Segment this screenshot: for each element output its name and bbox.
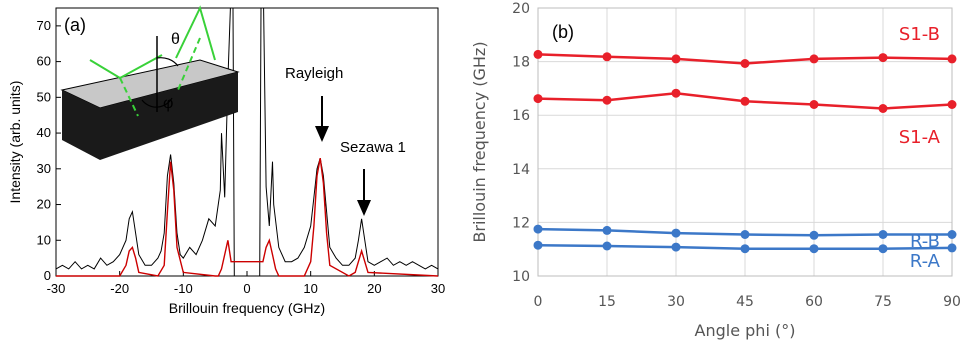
y-tick-label-b: 14	[512, 162, 530, 178]
data-point-s1-a	[809, 100, 819, 109]
y-tick-label-b: 16	[512, 108, 530, 124]
data-point-s1-b	[947, 54, 957, 64]
x-tick-label-a: 0	[243, 281, 250, 296]
phi-arc	[141, 97, 173, 108]
data-point-s1-b	[602, 52, 612, 62]
data-point-r-b	[740, 230, 750, 239]
data-point-s1-a	[947, 100, 957, 109]
y-tick-label-a: 20	[37, 197, 51, 212]
series-label-r-b: R-B	[910, 231, 940, 252]
x-tick-label-a: 10	[303, 281, 317, 296]
data-point-r-a	[533, 240, 543, 250]
annotation-sezawa-1: Sezawa 1	[340, 139, 406, 156]
data-point-s1-b	[809, 54, 819, 64]
panel-b-label: (b)	[552, 22, 574, 42]
y-tick-label-a: 50	[37, 89, 51, 104]
data-point-r-a	[809, 244, 819, 254]
sample-block-front	[62, 90, 100, 160]
data-point-r-a	[671, 242, 681, 252]
arrow-sezawa-head	[357, 200, 371, 216]
panel-a-label: (a)	[64, 15, 86, 35]
x-axis-label-b: Angle phi (°)	[695, 321, 796, 340]
data-point-r-b	[671, 228, 681, 238]
y-tick-label-b: 12	[512, 215, 530, 231]
x-tick-label-a: -20	[110, 281, 129, 296]
data-point-s1-a	[533, 94, 543, 104]
theta-arc	[156, 57, 179, 67]
panel-a: -30 -20 -10 0 10 20 30 0 10 20 30 40 50 60 70 θ φ Rayl…	[7, 5, 445, 316]
y-tick-label-b: 18	[512, 55, 530, 71]
phi-label: φ	[163, 95, 173, 112]
arrow-rayleigh-head	[315, 126, 329, 142]
y-tick-label-a: 60	[37, 54, 51, 69]
y-tick-label-b: 20	[512, 1, 530, 17]
x-tick-label-b: 15	[598, 294, 616, 310]
data-point-s1-a	[740, 96, 750, 106]
x-tick-label-a: 30	[431, 281, 445, 296]
x-tick-label-b: 0	[534, 294, 543, 310]
y-tick-label-a: 0	[44, 268, 51, 283]
y-axis-label-b: Brillouin frequency (GHz)	[470, 41, 489, 242]
series-label-s1-b: S1-B	[899, 24, 940, 45]
data-point-r-a	[602, 241, 612, 251]
data-point-r-a	[947, 243, 957, 253]
series-label-s1-a: S1-A	[899, 127, 941, 148]
x-tick-label-b: 60	[805, 294, 823, 310]
panel-a-label-bg	[62, 11, 100, 35]
data-point-s1-a	[671, 88, 681, 98]
y-tick-label-a: 40	[37, 125, 51, 140]
data-point-r-b	[878, 230, 888, 239]
data-point-s1-b	[740, 59, 750, 68]
panel-b: 0 15 30 45 60 75 90 10 12 14 16 18 20 S1-B S1-A R-BR-A…	[470, 1, 961, 340]
x-tick-label-b: 45	[736, 294, 754, 310]
projected-beam-left	[119, 77, 139, 117]
y-axis-label-a: Intensity (arb. units)	[7, 81, 23, 204]
data-point-r-b	[602, 225, 612, 235]
data-point-r-b	[947, 230, 957, 239]
incident-beam-right	[175, 5, 216, 61]
data-point-r-a	[878, 244, 888, 254]
y-tick-label-b: 10	[512, 269, 530, 285]
y-tick-label-a: 10	[37, 232, 51, 247]
spectrum-fit-line	[56, 157, 439, 277]
y-tick-label-a: 70	[37, 18, 51, 33]
plot-frame-b	[537, 7, 953, 277]
data-point-s1-a	[878, 104, 888, 113]
data-point-r-b	[533, 224, 543, 234]
data-point-s1-b	[878, 53, 888, 63]
sample-block-right	[100, 72, 238, 160]
x-tick-label-a: 20	[367, 281, 381, 296]
data-point-s1-a	[602, 95, 612, 105]
y-tick-label-a: 30	[37, 161, 51, 176]
spectrum-measured-line	[55, 7, 439, 277]
annotation-rayleigh: Rayleigh	[285, 65, 343, 82]
x-tick-label-b: 90	[943, 294, 961, 310]
x-tick-label-b: 30	[667, 294, 685, 310]
series-label-r-a: R-A	[910, 251, 941, 272]
panel-b-label-bg	[548, 14, 594, 44]
data-point-r-a	[740, 244, 750, 254]
x-axis-label-a: Brillouin frequency (GHz)	[169, 300, 325, 316]
x-tick-label-a: -30	[47, 281, 66, 296]
data-point-s1-b	[671, 54, 681, 64]
x-tick-label-a: -10	[174, 281, 193, 296]
data-point-r-b	[809, 230, 819, 240]
theta-label: θ	[171, 31, 180, 48]
data-point-s1-b	[533, 49, 543, 59]
x-tick-label-b: 75	[874, 294, 892, 310]
sample-inset-drawing: θ φ	[60, 5, 240, 160]
